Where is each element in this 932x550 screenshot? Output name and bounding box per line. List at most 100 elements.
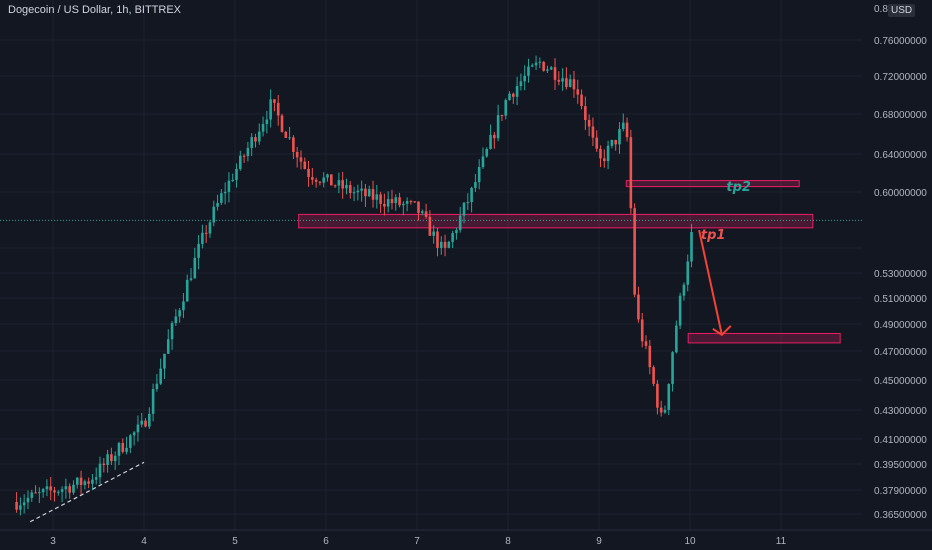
trendline[interactable] — [29, 461, 145, 523]
x-tick-label: 7 — [414, 536, 420, 547]
target-arrow[interactable] — [698, 229, 723, 336]
y-tick-label: 0.60000000 — [874, 188, 927, 199]
candle — [512, 92, 515, 104]
candle — [508, 91, 511, 101]
y-tick-label: 0.76000000 — [874, 36, 927, 47]
y-tick-label: 0.47000000 — [874, 347, 927, 358]
candle — [261, 116, 265, 137]
candle — [125, 436, 128, 455]
price-axis-bg — [862, 0, 932, 550]
candle — [629, 129, 633, 214]
currency-badge[interactable]: USD — [888, 4, 916, 17]
candle — [565, 67, 568, 90]
candle — [390, 189, 394, 210]
candle — [269, 89, 272, 128]
candle — [671, 351, 674, 392]
zone-tp2[interactable] — [625, 180, 800, 188]
x-tick-label: 3 — [50, 536, 56, 547]
candle — [121, 438, 125, 454]
time-axis[interactable]: 3 4 5 6 7 8 9 10 11 — [0, 529, 932, 547]
x-tick-label: 10 — [684, 536, 696, 547]
candle — [542, 61, 545, 72]
candle — [603, 149, 606, 168]
candle — [462, 202, 466, 224]
candle — [94, 467, 98, 485]
candle — [250, 133, 253, 157]
candle — [208, 219, 212, 238]
y-tick-label: 0.41000000 — [874, 435, 927, 446]
candle — [496, 104, 500, 142]
candle — [417, 201, 420, 221]
candle — [98, 456, 102, 484]
candle — [220, 188, 223, 206]
trendline-dashed[interactable] — [29, 461, 145, 523]
candle — [557, 71, 561, 86]
candle — [212, 200, 216, 227]
candle — [148, 407, 151, 429]
zone-tp1[interactable] — [687, 332, 841, 344]
candle — [19, 497, 22, 516]
candle — [371, 180, 375, 208]
candle — [580, 89, 583, 110]
candle — [394, 194, 398, 211]
y-tick-label: 0.43000000 — [874, 406, 927, 417]
candle — [477, 159, 481, 190]
candle — [470, 186, 473, 213]
candle — [57, 490, 60, 496]
candle — [102, 458, 106, 473]
candle — [421, 209, 424, 216]
candle — [193, 247, 197, 279]
candle — [129, 433, 132, 454]
y-tick-label: 0.68000000 — [874, 110, 927, 121]
candle — [451, 230, 454, 249]
candle — [322, 172, 326, 188]
candle — [68, 483, 71, 499]
candle — [409, 199, 413, 205]
candle — [443, 234, 447, 257]
candle — [447, 240, 451, 249]
candle — [379, 191, 382, 213]
candle — [364, 183, 367, 207]
zone-resistance[interactable] — [298, 213, 814, 229]
candle — [610, 139, 614, 149]
candle — [185, 274, 189, 302]
x-tick-label: 5 — [232, 536, 238, 547]
candle — [204, 225, 208, 243]
candle — [159, 358, 162, 386]
candle — [519, 73, 523, 91]
candle — [640, 313, 644, 348]
y-tick-label: 0.37900000 — [874, 486, 927, 497]
price-axis[interactable]: 0.8 0.76000000 0.72000000 0.68000000 0.64000… — [862, 0, 932, 550]
candle — [254, 133, 257, 148]
candle — [288, 126, 291, 141]
candle — [576, 79, 580, 104]
candle — [87, 477, 90, 489]
candle — [182, 293, 185, 319]
candle — [656, 380, 659, 415]
candle — [618, 122, 621, 154]
candle — [136, 415, 140, 442]
candle — [534, 55, 538, 71]
candle — [311, 168, 314, 185]
candle — [587, 114, 591, 137]
candle — [675, 320, 678, 354]
candle — [151, 383, 155, 422]
candle — [568, 74, 572, 88]
symbol-title: Dogecoin / US Dollar, 1h, BITTREX — [8, 4, 182, 16]
candle — [606, 140, 610, 170]
candle — [299, 150, 303, 170]
y-tick-label: 0.8 — [874, 4, 888, 15]
candle — [341, 171, 344, 199]
annotation-tp2[interactable]: tp2 — [726, 180, 751, 195]
annotation-tp1[interactable]: tp1 — [701, 228, 726, 243]
candle — [273, 99, 276, 112]
x-tick-label: 4 — [141, 536, 147, 547]
target-arrowhead — [712, 325, 732, 337]
candle — [493, 131, 496, 149]
candle — [49, 476, 53, 501]
candle — [170, 321, 174, 350]
candle — [201, 224, 204, 249]
candle — [348, 181, 352, 199]
